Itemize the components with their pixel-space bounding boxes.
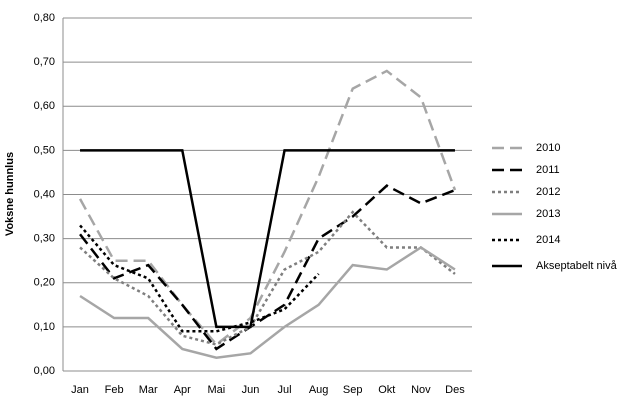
y-tick-label: 0,10 xyxy=(34,321,55,333)
x-tick-label: Nov xyxy=(411,384,431,396)
y-tick-label: 0,70 xyxy=(34,56,55,68)
legend-label: 2012 xyxy=(536,186,560,198)
x-tick-label: Aug xyxy=(309,384,329,396)
x-tick-label: Jun xyxy=(242,384,260,396)
series-line xyxy=(79,184,456,351)
y-tick-label: 0,20 xyxy=(34,277,55,289)
x-tick-label: Jul xyxy=(278,384,292,396)
x-tick-label: Feb xyxy=(105,384,124,396)
legend-label: 2010 xyxy=(536,142,560,154)
legend-label: 2014 xyxy=(536,234,560,246)
y-tick-label: 0,00 xyxy=(34,365,55,377)
x-tick-label: Okt xyxy=(378,384,395,396)
series-line xyxy=(79,224,320,333)
series-line xyxy=(79,210,456,346)
x-tick-label: Jan xyxy=(71,384,89,396)
y-tick-label: 0,80 xyxy=(34,12,55,24)
y-tick-label: 0,50 xyxy=(34,144,55,156)
y-tick-label: 0,60 xyxy=(34,100,55,112)
legend-label: 2011 xyxy=(536,164,560,176)
x-tick-label: Mar xyxy=(139,384,158,396)
x-tick-label: Sep xyxy=(343,384,363,396)
x-tick-label: Apr xyxy=(174,384,191,396)
legend-label: 2013 xyxy=(536,208,560,220)
y-axis-label: Voksne hunnlus xyxy=(4,152,16,236)
x-tick-label: Mai xyxy=(208,384,226,396)
x-tick-label: Des xyxy=(445,384,465,396)
legend-label: Akseptabelt nivå xyxy=(536,260,618,272)
y-tick-label: 0,40 xyxy=(34,188,55,200)
series-line xyxy=(78,69,457,347)
y-tick-label: 0,30 xyxy=(34,233,55,245)
series-line xyxy=(79,245,456,360)
series-line xyxy=(80,149,455,329)
